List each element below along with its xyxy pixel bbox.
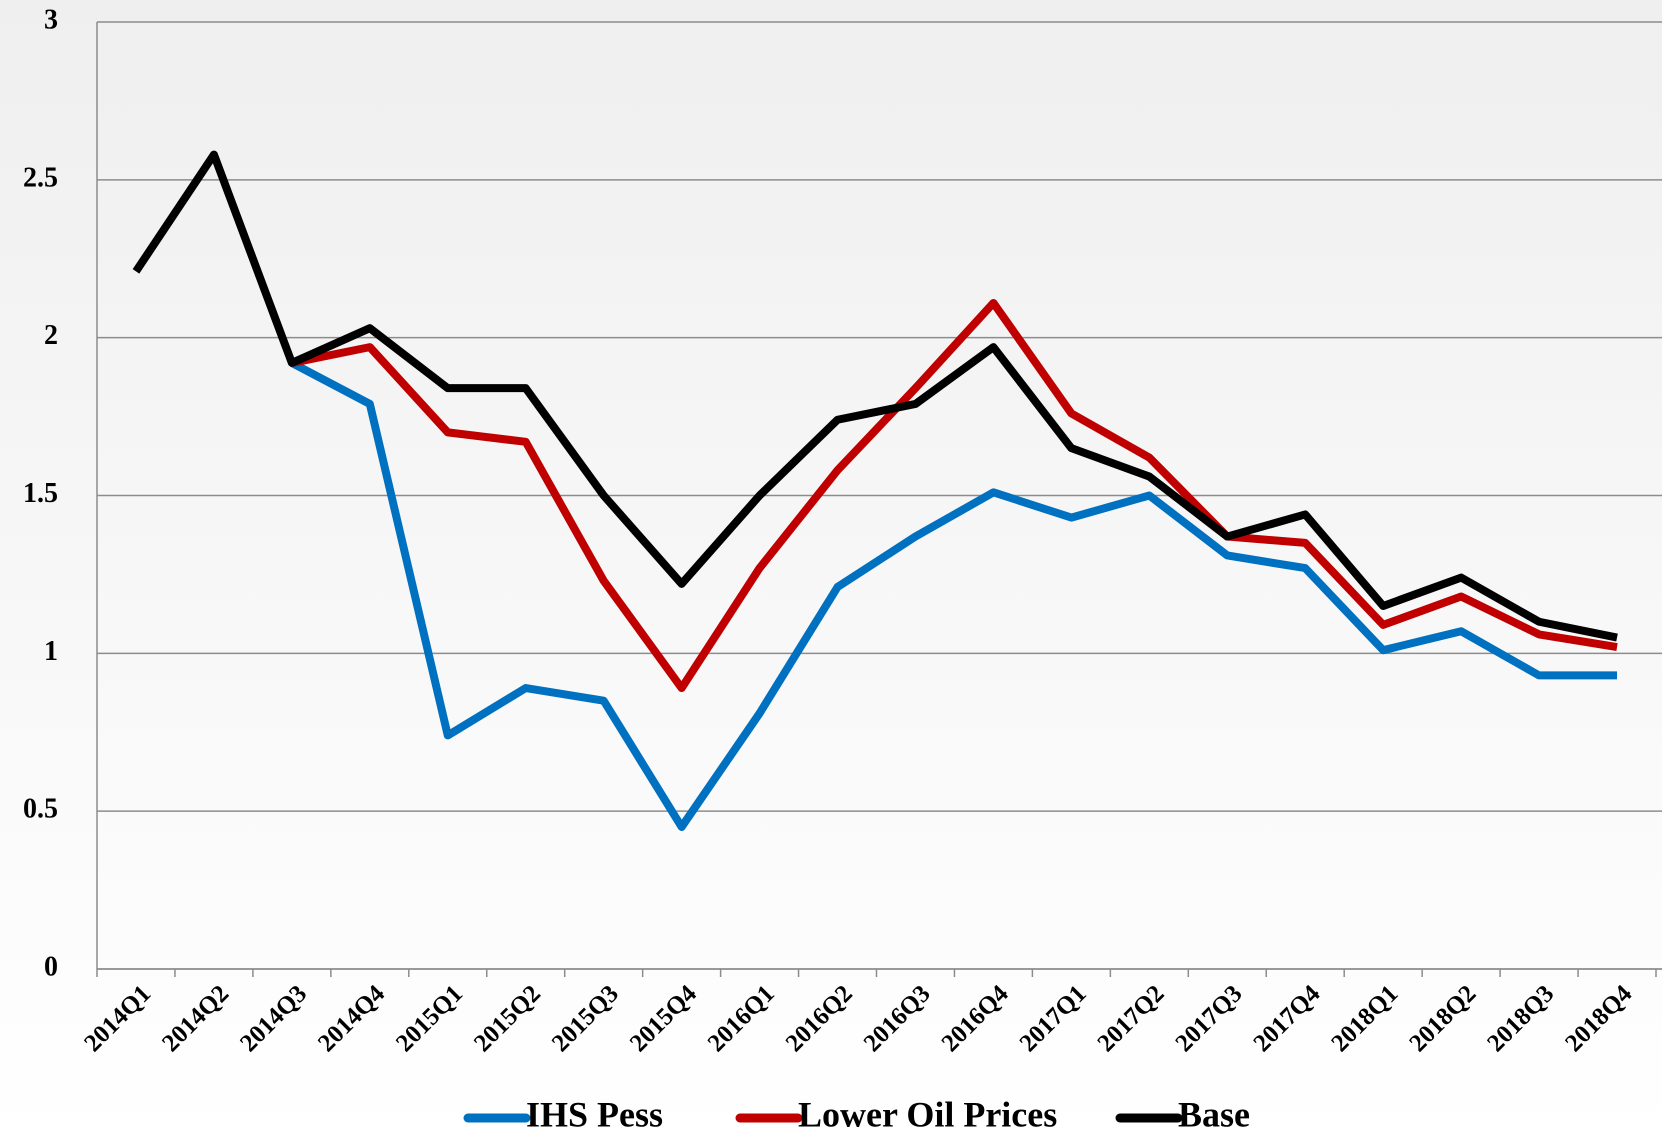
x-tick-label: 2014Q2 bbox=[157, 980, 234, 1057]
x-tick-label: 2014Q1 bbox=[79, 980, 156, 1057]
y-tick-label: 2.5 bbox=[23, 162, 58, 193]
y-tick-label: 1 bbox=[44, 636, 58, 667]
series-line bbox=[290, 359, 1618, 831]
y-tick-label: 0.5 bbox=[23, 794, 58, 825]
x-tick-label: 2015Q2 bbox=[469, 980, 546, 1057]
x-tick-label: 2014Q4 bbox=[313, 980, 390, 1057]
x-tick-label: 2016Q4 bbox=[937, 980, 1014, 1057]
x-tick-label: 2018Q2 bbox=[1404, 980, 1481, 1057]
x-tick-label: 2017Q1 bbox=[1015, 980, 1092, 1057]
legend-label: IHS Pess bbox=[526, 1094, 663, 1134]
y-tick-label: 2 bbox=[44, 320, 58, 351]
x-tick-label: 2015Q4 bbox=[625, 980, 702, 1057]
x-tick-label: 2018Q1 bbox=[1326, 980, 1403, 1057]
x-tick-label: 2016Q1 bbox=[703, 980, 780, 1057]
x-tick-label: 2015Q1 bbox=[391, 980, 468, 1057]
x-tick-label: 2016Q2 bbox=[781, 980, 858, 1057]
x-tick-label: 2018Q4 bbox=[1560, 980, 1637, 1057]
x-tick-label: 2018Q3 bbox=[1482, 980, 1559, 1057]
y-tick-label: 3 bbox=[44, 4, 58, 35]
series-line bbox=[291, 298, 1618, 693]
legend-label: Lower Oil Prices bbox=[798, 1094, 1057, 1134]
y-tick-label: 0 bbox=[44, 951, 58, 982]
x-tick-label: 2017Q2 bbox=[1093, 980, 1170, 1057]
legend-label: Base bbox=[1178, 1094, 1250, 1134]
x-tick-label: 2015Q3 bbox=[547, 980, 624, 1057]
series-line bbox=[132, 150, 1618, 642]
x-tick-label: 2017Q4 bbox=[1248, 980, 1325, 1057]
x-tick-label: 2014Q3 bbox=[235, 980, 312, 1057]
y-tick-label: 1.5 bbox=[23, 478, 58, 509]
x-tick-label: 2017Q3 bbox=[1171, 980, 1248, 1057]
x-tick-label: 2016Q3 bbox=[859, 980, 936, 1057]
